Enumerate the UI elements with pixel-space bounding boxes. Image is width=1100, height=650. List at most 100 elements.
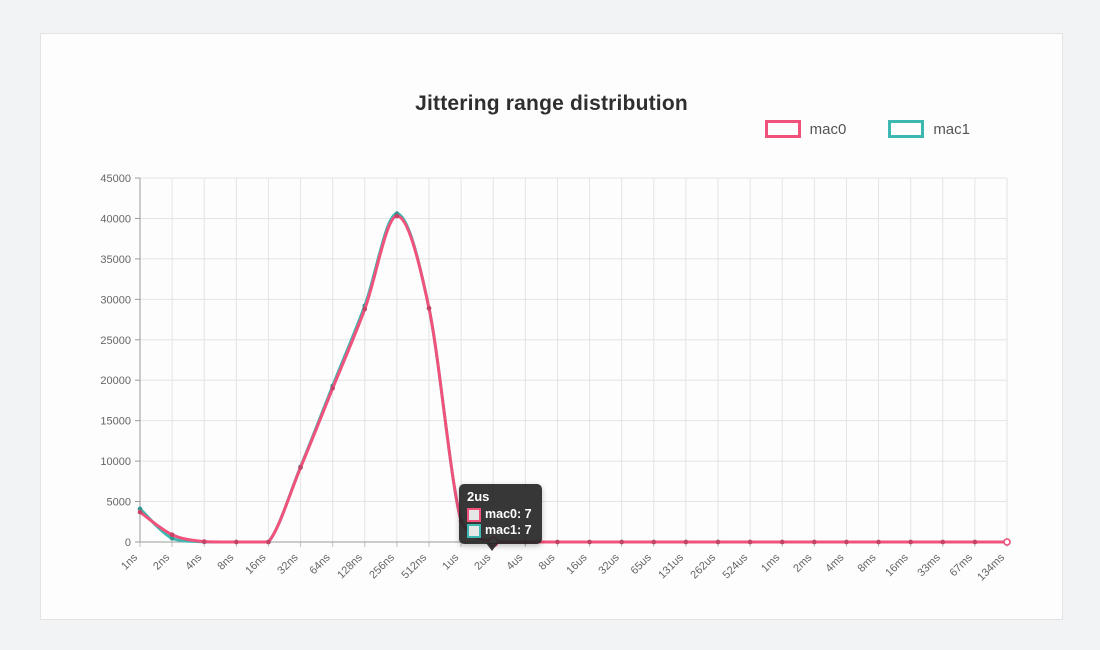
x-axis-label: 524us xyxy=(721,551,751,581)
y-axis-label: 30000 xyxy=(100,294,131,306)
legend-label: mac0 xyxy=(809,120,847,138)
tooltip-value: mac0: 7 xyxy=(485,507,532,521)
svg-text:262us: 262us xyxy=(688,551,718,581)
data-point-mac0[interactable] xyxy=(234,539,239,545)
svg-text:32us: 32us xyxy=(596,551,622,577)
y-axis-label: 40000 xyxy=(100,213,131,225)
series-swatch-icon xyxy=(467,523,481,538)
x-axis-label: 32us xyxy=(596,551,622,577)
x-axis-label: 67ms xyxy=(947,551,975,579)
x-axis-label: 131us xyxy=(656,551,686,581)
series-line-mac0[interactable] xyxy=(138,214,1009,544)
svg-text:16ms: 16ms xyxy=(883,551,911,579)
x-axis-label: 4ms xyxy=(823,551,847,575)
data-point-mac1[interactable] xyxy=(137,506,143,512)
x-axis-label: 262us xyxy=(688,551,718,581)
x-axis-label: 8us xyxy=(537,551,558,572)
x-axis-label: 4us xyxy=(504,551,525,572)
legend-item-mac1[interactable]: mac1 xyxy=(888,120,970,138)
data-point-mac0[interactable] xyxy=(844,539,849,545)
x-axis-label: 8ms xyxy=(855,551,879,575)
x-axis-label: 256ns xyxy=(367,551,397,581)
tooltip-value: mac1: 7 xyxy=(485,523,532,537)
data-point-mac0[interactable] xyxy=(812,539,817,545)
x-axis-label: 16ms xyxy=(883,551,911,579)
x-axis-label: 1ns xyxy=(119,551,140,572)
y-axis-label: 35000 xyxy=(100,254,131,266)
data-point-mac0[interactable] xyxy=(298,465,303,470)
tooltip: 2us mac0: 7 mac1: 7 xyxy=(459,484,542,551)
svg-text:33ms: 33ms xyxy=(915,551,943,579)
svg-text:4ns: 4ns xyxy=(183,551,204,572)
svg-text:134ms: 134ms xyxy=(975,551,1007,583)
tooltip-item: mac0: 7 xyxy=(467,507,532,522)
svg-text:1us: 1us xyxy=(440,551,461,572)
data-point-mac0[interactable] xyxy=(651,539,657,545)
data-point-mac0[interactable] xyxy=(266,539,271,545)
data-point-mac0[interactable] xyxy=(908,539,913,545)
data-point-mac0[interactable] xyxy=(747,539,753,545)
data-point-mac1[interactable] xyxy=(169,536,175,541)
svg-text:16ns: 16ns xyxy=(243,551,269,577)
svg-text:8ns: 8ns xyxy=(215,551,236,572)
svg-text:8us: 8us xyxy=(537,551,558,572)
legend-swatch-icon xyxy=(888,120,925,138)
y-axis-label: 0 xyxy=(125,537,131,549)
x-axis-label: 16us xyxy=(564,551,590,577)
y-axis-label: 10000 xyxy=(100,456,131,468)
x-axis-label: 16ns xyxy=(243,551,269,577)
data-point-mac0[interactable] xyxy=(394,213,400,219)
svg-text:2ms: 2ms xyxy=(791,551,815,575)
data-point-mac0[interactable] xyxy=(1003,538,1011,546)
y-axis-label: 45000 xyxy=(100,173,131,185)
data-point-mac0[interactable] xyxy=(972,539,978,545)
legend-item-mac0[interactable]: mac0 xyxy=(764,120,847,138)
legend: mac0 mac1 xyxy=(723,120,970,138)
tooltip-title: 2us xyxy=(467,489,490,504)
data-point-mac0[interactable] xyxy=(137,509,143,515)
y-axis-label: 25000 xyxy=(100,335,131,347)
legend-label: mac1 xyxy=(933,120,970,138)
data-point-mac0[interactable] xyxy=(555,539,560,545)
data-point-mac0[interactable] xyxy=(587,539,592,545)
x-axis-label: 65us xyxy=(629,551,655,577)
x-axis-label: 2us xyxy=(472,551,493,572)
data-point-mac0[interactable] xyxy=(779,539,785,545)
svg-text:128ns: 128ns xyxy=(335,551,365,581)
x-axis-label: 1us xyxy=(440,551,461,572)
svg-text:32ns: 32ns xyxy=(275,551,301,577)
svg-text:524us: 524us xyxy=(721,551,751,581)
data-point-mac0[interactable] xyxy=(876,539,881,545)
svg-text:512ns: 512ns xyxy=(399,551,429,581)
data-point-mac0[interactable] xyxy=(330,386,335,391)
data-point-mac0[interactable] xyxy=(362,306,368,312)
x-axis-label: 4ns xyxy=(183,551,204,572)
svg-text:131us: 131us xyxy=(656,551,686,581)
svg-text:4ms: 4ms xyxy=(823,551,847,575)
x-axis-label: 2ns xyxy=(151,551,172,572)
x-axis-label: 64ns xyxy=(307,551,333,577)
svg-text:8ms: 8ms xyxy=(855,551,879,575)
svg-text:64ns: 64ns xyxy=(307,551,333,577)
data-point-mac0[interactable] xyxy=(940,539,946,545)
data-point-mac0[interactable] xyxy=(426,305,432,311)
data-point-mac0[interactable] xyxy=(715,539,721,545)
data-point-mac0[interactable] xyxy=(619,539,624,545)
svg-text:67ms: 67ms xyxy=(947,551,975,579)
series-line-mac1[interactable] xyxy=(138,212,1009,544)
svg-text:2ns: 2ns xyxy=(151,551,172,572)
tooltip-item: mac1: 7 xyxy=(467,523,532,538)
svg-text:1ns: 1ns xyxy=(119,551,140,572)
y-axis-label: 15000 xyxy=(100,416,131,428)
y-axis-label: 20000 xyxy=(100,375,131,387)
x-axis-label: 33ms xyxy=(915,551,943,579)
data-point-mac0[interactable] xyxy=(201,539,207,544)
data-point-mac0[interactable] xyxy=(169,532,175,538)
svg-text:4us: 4us xyxy=(504,551,525,572)
data-point-mac0[interactable] xyxy=(683,539,689,545)
x-axis-label: 32ns xyxy=(275,551,301,577)
chart-title: Jittering range distribution xyxy=(415,92,688,115)
line-chart[interactable]: 1ns 2ns 4ns 8ns 16ns 32ns 64ns 128ns 256ns 512ns 1… xyxy=(41,34,1064,621)
svg-text:16us: 16us xyxy=(564,551,590,577)
legend-swatch-icon xyxy=(764,120,801,138)
